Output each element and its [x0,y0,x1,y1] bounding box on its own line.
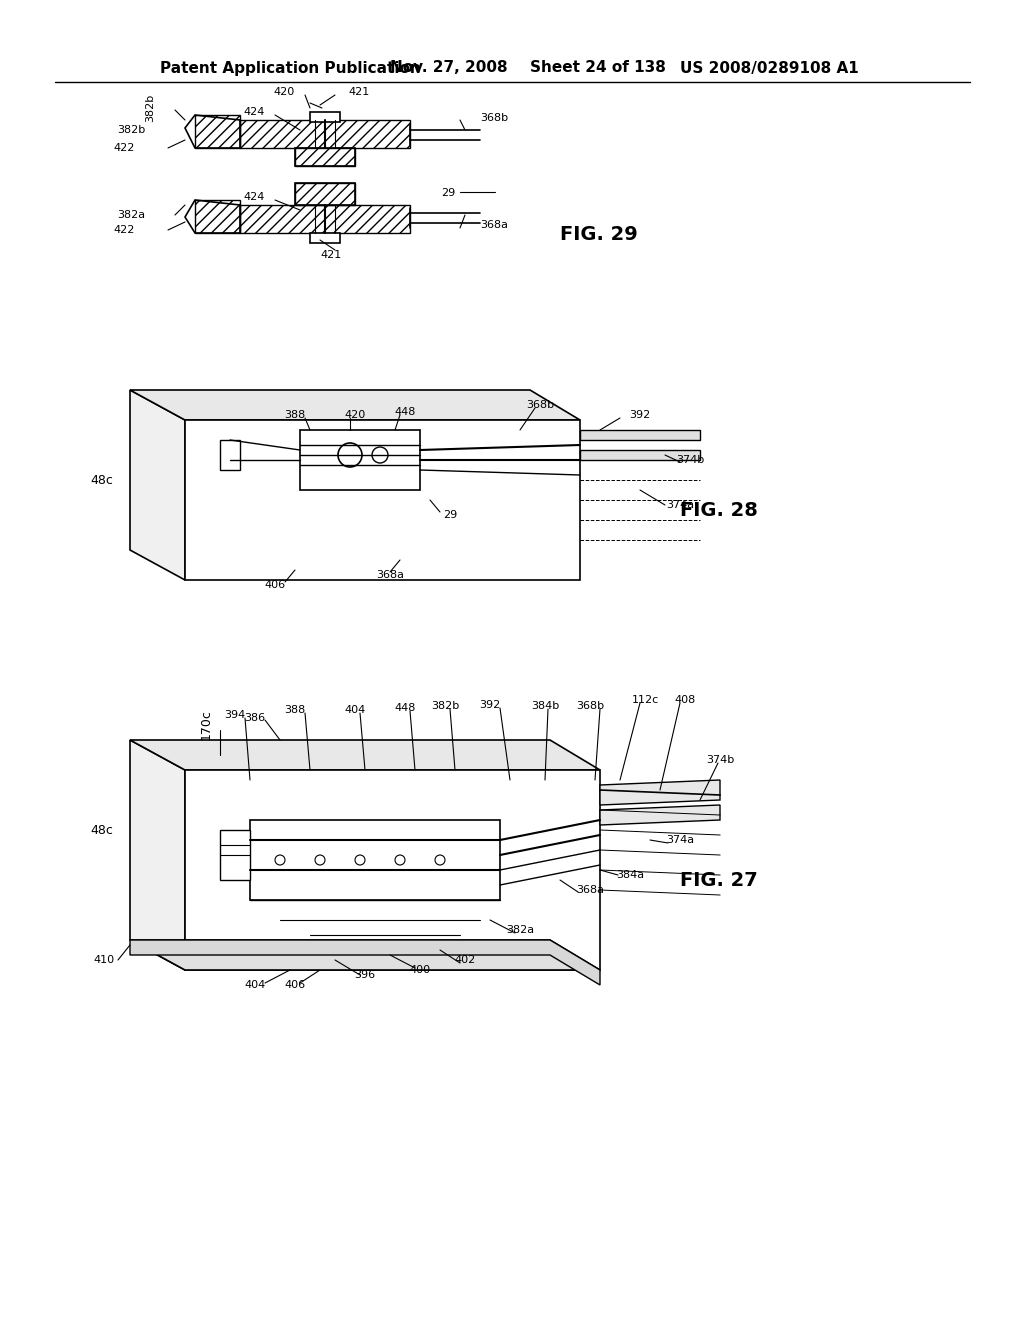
Polygon shape [600,805,720,825]
Text: 422: 422 [114,224,135,235]
Text: 368b: 368b [575,701,604,711]
Text: 394: 394 [224,710,246,719]
Text: 422: 422 [114,143,135,153]
Bar [250,820,500,900]
Text: 368a: 368a [480,220,508,230]
Text: 384b: 384b [530,701,559,711]
Bar [310,234,340,243]
Text: 392: 392 [630,411,650,420]
Text: 48c: 48c [90,824,113,837]
Text: 424: 424 [244,107,265,117]
Text: 406: 406 [264,579,286,590]
Bar [300,430,420,490]
Text: 421: 421 [319,249,341,260]
Text: 382b: 382b [117,125,145,135]
Text: 448: 448 [394,704,416,713]
Text: 424: 424 [244,191,265,202]
Text: 404: 404 [245,979,265,990]
Polygon shape [130,940,600,970]
Polygon shape [580,450,700,459]
Text: FIG. 28: FIG. 28 [680,500,758,520]
Bar [195,115,240,148]
Text: 410: 410 [94,954,115,965]
Polygon shape [130,741,600,770]
Text: 29: 29 [442,510,457,520]
Text: Patent Application Publication: Patent Application Publication [160,61,421,75]
Text: 388: 388 [285,705,305,715]
Polygon shape [580,430,700,440]
Text: 374a: 374a [666,500,694,510]
Bar [295,183,355,205]
Text: 400: 400 [410,965,430,975]
Bar [295,183,355,205]
Polygon shape [600,780,720,805]
Text: 368b: 368b [526,400,554,411]
Polygon shape [130,389,580,420]
Text: Sheet 24 of 138: Sheet 24 of 138 [530,61,666,75]
Polygon shape [130,741,185,970]
Text: 406: 406 [285,979,305,990]
Bar [295,148,355,166]
Text: FIG. 27: FIG. 27 [680,870,758,890]
Polygon shape [185,420,580,579]
Polygon shape [130,389,185,579]
Text: 368a: 368a [575,884,604,895]
Text: 396: 396 [354,970,376,979]
Text: 368a: 368a [376,570,404,579]
Text: 408: 408 [675,696,695,705]
Bar [195,201,240,234]
Text: 420: 420 [273,87,295,96]
Bar [310,112,340,121]
Text: 388: 388 [285,411,305,420]
Text: 29: 29 [440,187,455,198]
Bar [240,205,410,234]
Text: 374b: 374b [706,755,734,766]
Text: 382b: 382b [431,701,459,711]
Text: 374b: 374b [676,455,705,465]
Polygon shape [185,770,600,970]
Bar [295,148,355,166]
Text: 384a: 384a [616,870,644,880]
Text: 421: 421 [348,87,370,96]
Text: 382a: 382a [506,925,535,935]
Bar [220,830,250,880]
Text: 448: 448 [394,407,416,417]
Text: 404: 404 [344,705,366,715]
Text: 402: 402 [455,954,475,965]
Text: Nov. 27, 2008: Nov. 27, 2008 [390,61,508,75]
Text: 170c: 170c [200,710,213,741]
Text: 386: 386 [245,713,265,723]
Text: 112c: 112c [632,696,658,705]
Bar [220,440,240,470]
Text: 374a: 374a [666,836,694,845]
Text: 48c: 48c [90,474,113,487]
Text: 420: 420 [344,411,366,420]
Bar [240,120,410,148]
Polygon shape [130,940,600,985]
Text: 382b: 382b [145,94,155,123]
Text: FIG. 29: FIG. 29 [560,226,638,244]
Text: 368b: 368b [480,114,508,123]
Text: 392: 392 [479,700,501,710]
Text: 382a: 382a [117,210,145,220]
Text: US 2008/0289108 A1: US 2008/0289108 A1 [680,61,859,75]
